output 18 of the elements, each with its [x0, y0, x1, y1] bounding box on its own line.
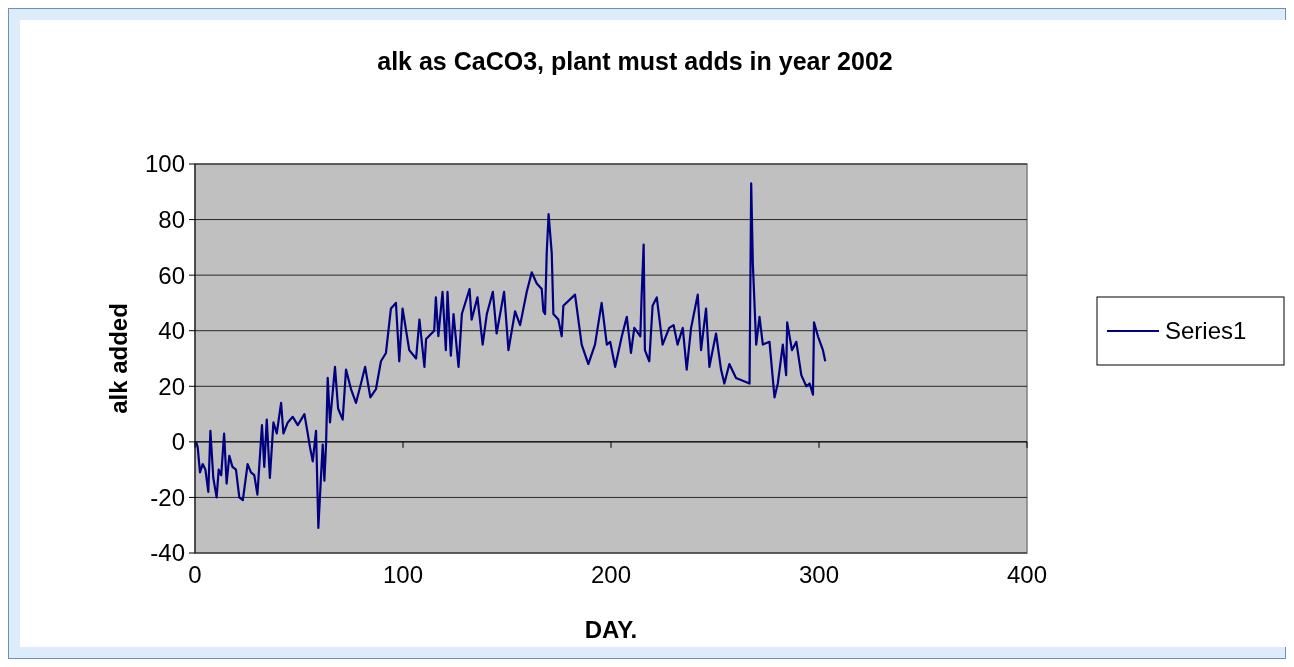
y-tick-label: -40: [150, 539, 185, 567]
y-tick-label: 20: [158, 372, 185, 400]
legend-label: Series1: [1165, 317, 1247, 345]
y-tick-label: 0: [171, 428, 185, 456]
x-axis-title: DAY.: [584, 616, 638, 643]
y-tick-label: 40: [158, 317, 185, 345]
chart-title: alk as CaCO3, plant must adds in year 2002: [377, 47, 893, 75]
x-tick-label: 300: [798, 561, 840, 588]
y-tick-label: -20: [150, 483, 185, 511]
y-tick-label: 60: [158, 261, 185, 289]
y-axis-title: alk added: [105, 303, 132, 414]
y-tick-label: 80: [158, 205, 185, 233]
x-tick-label: 400: [1006, 561, 1048, 588]
x-tick-label: 100: [382, 561, 424, 588]
x-tick-label: 200: [590, 561, 632, 588]
y-tick-label: 100: [144, 150, 185, 178]
line-series: [194, 182, 827, 530]
x-tick-label: 0: [188, 561, 202, 588]
